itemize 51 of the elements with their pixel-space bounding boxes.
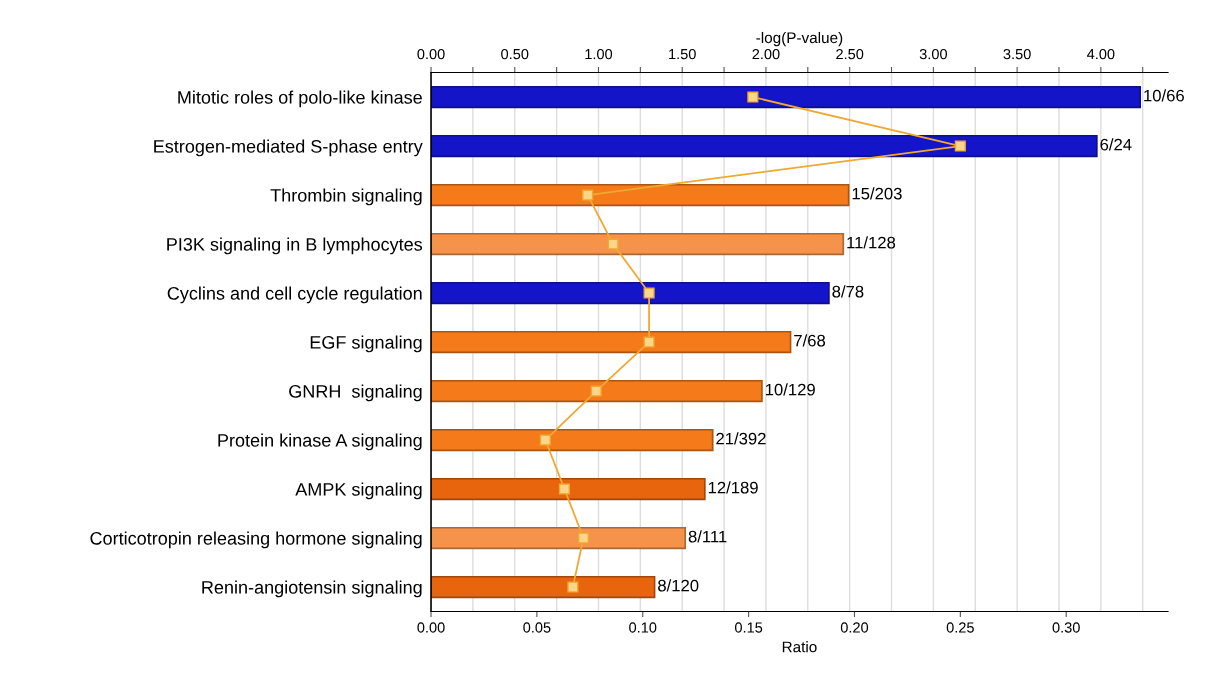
x-tick-label: 0.15 bbox=[734, 622, 763, 633]
data-label: 8/120 bbox=[658, 579, 699, 592]
y-tick-label: Estrogen-mediated S-phase entry bbox=[154, 139, 423, 157]
data-label: 8/111 bbox=[688, 530, 727, 543]
x-tick-label: 0.25 bbox=[946, 622, 974, 633]
point bbox=[643, 287, 655, 299]
x2-tick-label: 2.50 bbox=[836, 48, 864, 60]
x2-tick-label: 3.00 bbox=[919, 48, 948, 60]
point bbox=[747, 91, 759, 103]
x2-tick-label: 0.50 bbox=[501, 48, 529, 60]
point bbox=[558, 483, 570, 495]
data-label: 12/189 bbox=[708, 481, 758, 494]
x-tick-label: 0.05 bbox=[523, 622, 551, 633]
y-tick-label: Renin-angiotensin signaling bbox=[202, 580, 422, 598]
point bbox=[590, 385, 602, 397]
y-tick-label: Corticotropin releasing hormone signaling bbox=[90, 531, 422, 549]
data-label: 10/66 bbox=[1144, 89, 1184, 102]
point bbox=[954, 140, 966, 152]
x2-tick-label: 0.00 bbox=[417, 48, 445, 60]
data-label: 10/129 bbox=[765, 383, 815, 396]
data-label: 11/128 bbox=[847, 236, 896, 249]
point bbox=[582, 189, 594, 201]
point bbox=[577, 532, 590, 544]
x-axis-title: Ratio bbox=[782, 641, 817, 653]
data-label: 8/78 bbox=[832, 285, 864, 298]
x2-tick-label: 1.00 bbox=[585, 48, 613, 60]
y-tick-label: EGF signaling bbox=[310, 335, 422, 353]
point bbox=[567, 581, 579, 593]
x-tick-label: 0.20 bbox=[840, 622, 869, 633]
y-tick-label: Protein kinase A signaling bbox=[218, 433, 422, 451]
x-tick-label: 0.30 bbox=[1052, 622, 1080, 633]
data-label: 21/392 bbox=[716, 432, 766, 445]
y-tick-label: Cyclins and cell cycle regulation bbox=[167, 286, 422, 304]
y-tick-label: PI3K signaling in B lymphocytes bbox=[167, 237, 423, 255]
x-tick-label: 0.00 bbox=[417, 622, 445, 633]
data-label: 6/24 bbox=[1100, 138, 1132, 151]
y-tick-label: Mitotic roles of polo-like kinase bbox=[178, 90, 422, 108]
data-label: 15/203 bbox=[852, 187, 902, 200]
data-label: 7/68 bbox=[794, 334, 826, 347]
x2-tick-label: 4.00 bbox=[1086, 48, 1115, 60]
point bbox=[607, 238, 619, 250]
x2-axis-title: -log(P-value) bbox=[756, 31, 843, 47]
point bbox=[539, 434, 551, 446]
x2-tick-label: 1.50 bbox=[669, 48, 696, 60]
x2-tick-label: 2.00 bbox=[752, 48, 780, 60]
point bbox=[643, 336, 655, 348]
x2-tick-label: 3.50 bbox=[1003, 48, 1031, 60]
x-tick-label: 0.10 bbox=[629, 622, 657, 633]
y-tick-label: GNRH signaling bbox=[289, 384, 422, 402]
y-tick-label: Thrombin signaling bbox=[270, 188, 422, 206]
y-tick-label: AMPK signaling bbox=[295, 482, 422, 500]
